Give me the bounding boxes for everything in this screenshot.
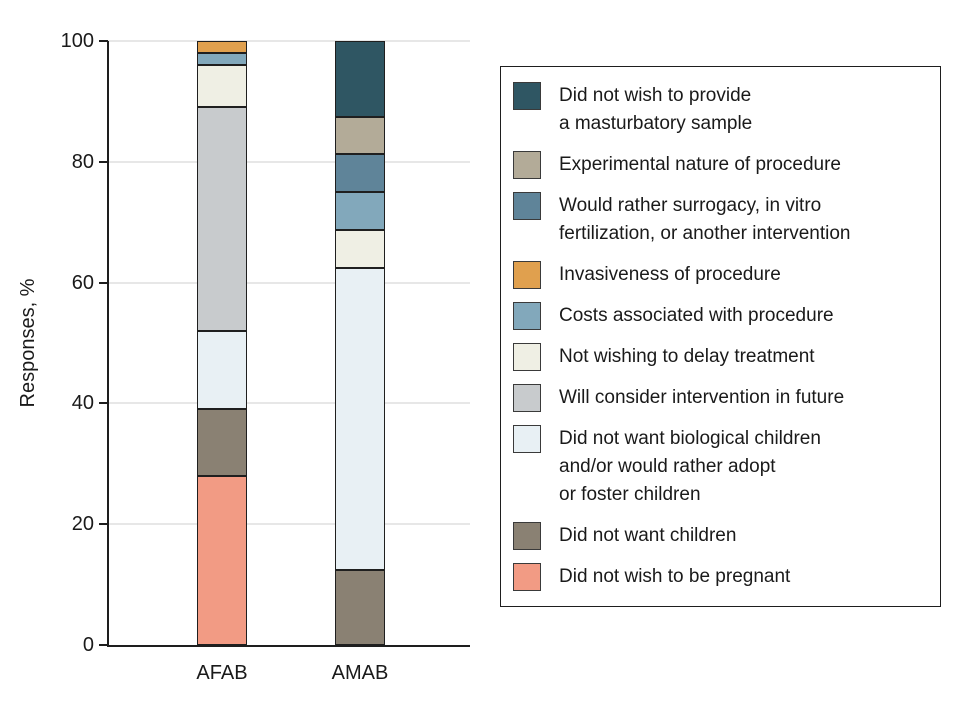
x-axis-label-amab: AMAB [331, 662, 389, 684]
bar-segment-afab-5 [197, 65, 247, 108]
legend-label-3: Invasiveness of procedure [559, 264, 781, 285]
bar-afab [197, 41, 247, 645]
bar-segment-amab-5 [335, 229, 385, 268]
legend-item-1: Experimental nature of procedure [513, 151, 926, 179]
legend-swatch-8 [513, 522, 541, 550]
legend-swatch-3 [513, 261, 541, 289]
legend-item-7: Did not want biological children and/or … [513, 425, 926, 509]
bar-segment-amab-4 [335, 192, 385, 230]
y-axis-line [107, 41, 109, 647]
legend: Did not wish to provide a masturbatory s… [500, 66, 941, 607]
gridline-100 [108, 40, 470, 42]
y-tick-60 [99, 281, 108, 284]
legend-swatch-5 [513, 343, 541, 371]
x-axis-line [107, 645, 470, 647]
bar-segment-amab-0 [335, 41, 385, 117]
legend-item-5: Not wishing to delay treatment [513, 343, 926, 371]
y-tick-label-100: 100 [60, 30, 94, 52]
y-tick-label-0: 0 [82, 634, 94, 656]
y-tick-20 [99, 523, 108, 526]
y-tick-label-20: 20 [71, 513, 94, 536]
legend-item-3: Invasiveness of procedure [513, 261, 926, 289]
y-tick-label-80: 80 [71, 150, 94, 173]
bar-segment-afab-9 [197, 475, 247, 645]
gridline-80 [108, 160, 470, 163]
y-tick-100 [99, 40, 108, 42]
legend-label-9: Did not wish to be pregnant [559, 566, 791, 587]
gridline-20 [108, 523, 470, 526]
bar-segment-afab-4 [197, 53, 247, 66]
legend-item-8: Did not want children [513, 522, 926, 550]
gridline-40 [108, 402, 470, 405]
bar-segment-amab-1 [335, 116, 385, 155]
bar-segment-amab-7 [335, 267, 385, 570]
legend-label-7: Did not want biological children and/or … [559, 428, 821, 505]
bar-amab [335, 41, 385, 645]
bar-segment-amab-8 [335, 569, 385, 645]
legend-swatch-4 [513, 302, 541, 330]
legend-swatch-9 [513, 563, 541, 591]
legend-label-2: Would rather surrogacy, in vitro fertili… [559, 195, 851, 244]
y-tick-40 [99, 402, 108, 405]
legend-item-9: Did not wish to be pregnant [513, 563, 926, 591]
legend-label-1: Experimental nature of procedure [559, 154, 841, 175]
legend-label-4: Costs associated with procedure [559, 305, 834, 326]
bar-segment-afab-7 [197, 330, 247, 410]
legend-item-4: Costs associated with procedure [513, 302, 926, 330]
legend-label-5: Not wishing to delay treatment [559, 346, 815, 367]
bar-segment-afab-8 [197, 409, 247, 476]
y-axis-title: Responses, % [17, 278, 39, 408]
legend-swatch-7 [513, 425, 541, 453]
legend-swatch-6 [513, 384, 541, 412]
legend-swatch-1 [513, 151, 541, 179]
legend-item-0: Did not wish to provide a masturbatory s… [513, 82, 926, 138]
bar-segment-afab-6 [197, 107, 247, 331]
bar-segment-amab-2 [335, 154, 385, 192]
legend-item-6: Will consider intervention in future [513, 384, 926, 412]
x-axis-label-afab: AFAB [196, 662, 248, 684]
bar-segment-afab-3 [197, 41, 247, 54]
y-tick-0 [99, 644, 108, 646]
legend-swatch-0 [513, 82, 541, 110]
y-tick-80 [99, 160, 108, 163]
gridline-60 [108, 281, 470, 284]
legend-label-8: Did not want children [559, 525, 737, 546]
legend-label-0: Did not wish to provide a masturbatory s… [559, 85, 753, 134]
y-tick-label-60: 60 [71, 271, 94, 294]
y-tick-label-40: 40 [71, 392, 94, 415]
legend-label-6: Will consider intervention in future [559, 387, 845, 408]
legend-item-2: Would rather surrogacy, in vitro fertili… [513, 192, 926, 248]
legend-swatch-2 [513, 192, 541, 220]
